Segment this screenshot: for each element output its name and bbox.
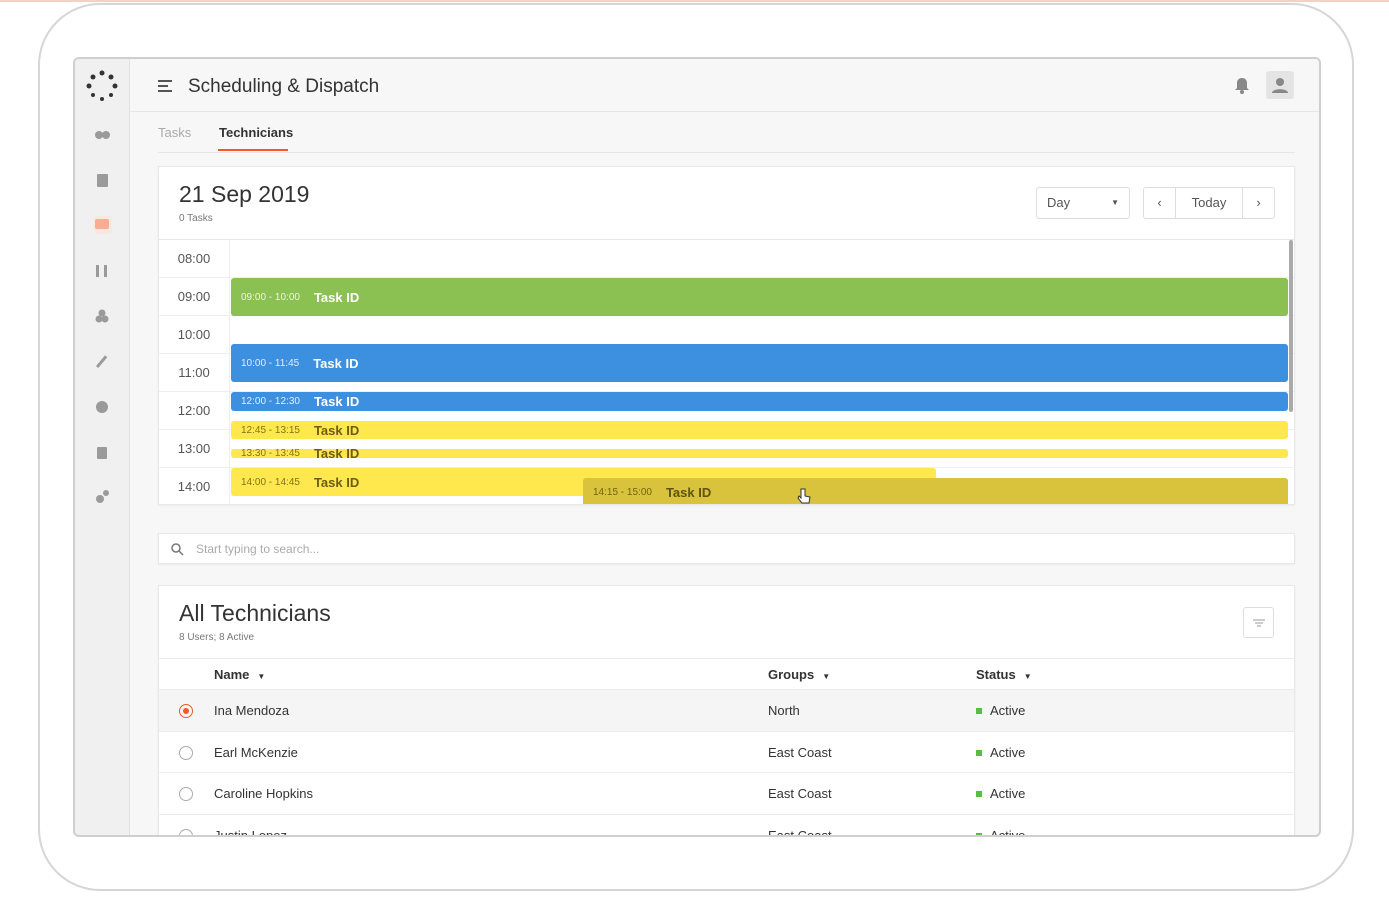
task-count: 0 Tasks: [179, 213, 213, 224]
tab-divider: [158, 152, 1295, 153]
search-icon: [171, 543, 184, 556]
view-select[interactable]: Day ▼: [1036, 187, 1130, 219]
table-row[interactable]: Earl McKenzie East Coast Active: [159, 730, 1294, 773]
tech-group: East Coast: [768, 744, 832, 760]
next-button[interactable]: ›: [1242, 188, 1274, 218]
bell-icon[interactable]: [1234, 77, 1250, 95]
task-event[interactable]: 13:30 - 13:45 Task ID: [231, 449, 1288, 458]
table-row[interactable]: Ina Mendoza North Active: [159, 689, 1294, 731]
event-time: 12:45 - 13:15: [241, 424, 300, 436]
hour-label: 12:00: [159, 392, 230, 430]
technicians-summary: 8 Users; 8 Active: [179, 632, 255, 643]
technicians-title: All Technicians: [179, 600, 331, 626]
event-time: 10:00 - 11:45: [241, 357, 300, 369]
event-label: Task ID: [313, 394, 360, 409]
top-line: [0, 0, 1389, 2]
tech-group: East Coast: [768, 786, 832, 801]
task-event[interactable]: 12:45 - 13:15 Task ID: [231, 421, 1288, 439]
calendar-date: 21 Sep 2019: [179, 181, 310, 207]
calendar-card: 21 Sep 2019 0 Tasks Day ▼ ‹ Today › 08:00…: [158, 166, 1295, 505]
status-dot: [976, 832, 982, 835]
sidebar-icons: [86, 70, 118, 503]
sort-caret: ▼: [822, 672, 831, 681]
hour-row: [230, 354, 1294, 392]
tech-name: Justin Lopez: [214, 827, 287, 837]
tech-group: North: [768, 703, 800, 718]
hour-row: [230, 240, 1294, 278]
hour-label: 10:00: [159, 316, 230, 354]
tech-group: East Coast: [768, 827, 832, 837]
column-name: Status: [976, 667, 1016, 682]
task-event[interactable]: 10:00 - 11:45 Task ID: [231, 344, 1288, 382]
event-label: Task ID: [313, 474, 360, 490]
task-event[interactable]: 14:15 - 15:00 Task ID: [583, 478, 1288, 504]
hour-label: 13:00: [159, 430, 230, 468]
tech-status: Active: [990, 744, 1026, 760]
radio[interactable]: [179, 787, 193, 801]
screen: Scheduling & Dispatch Tasks Technicians …: [73, 57, 1321, 837]
event-time: 14:15 - 15:00: [593, 486, 652, 498]
tech-status: Active: [990, 827, 1026, 837]
date-nav: ‹ Today ›: [1143, 187, 1275, 219]
prev-button[interactable]: ‹: [1144, 188, 1176, 218]
status-dot: [976, 791, 982, 797]
filter-button[interactable]: [1243, 607, 1274, 638]
tech-name: Caroline Hopkins: [214, 786, 313, 801]
menu-icon[interactable]: [158, 79, 174, 93]
table-row[interactable]: Justin Lopez East Coast Active: [159, 813, 1294, 837]
hour-row: [230, 430, 1294, 468]
technicians-card: All Technicians 8 Users; 8 Active Name ▼ G…: [158, 585, 1295, 837]
tab-active[interactable]: Technicians: [219, 125, 294, 140]
scrollbar: [1289, 240, 1293, 412]
event-time: 12:00 - 12:30: [241, 396, 300, 407]
radio[interactable]: [179, 745, 193, 760]
event-label: Task ID: [313, 422, 360, 438]
status-dot: [976, 708, 982, 714]
caret: ▼: [1111, 198, 1119, 207]
tab[interactable]: Tasks: [158, 125, 192, 140]
tab-underline: [218, 149, 288, 151]
top-bar: Scheduling & Dispatch: [130, 59, 1319, 112]
table-header: Name ▼ Groups ▼ Status ▼: [159, 658, 1294, 689]
tech-name: Earl McKenzie: [214, 744, 298, 760]
table-row[interactable]: Caroline Hopkins East Coast Active: [159, 772, 1294, 814]
task-event[interactable]: 12:00 - 12:30 Task ID: [231, 392, 1288, 411]
status-dot: [976, 749, 982, 756]
column-header[interactable]: Groups ▼: [768, 667, 830, 682]
search-placeholder: Start typing to search...: [196, 542, 320, 556]
column-name: Groups: [768, 667, 815, 682]
hour-label: 08:00: [159, 240, 230, 278]
event-time: 13:30 - 13:45: [241, 449, 300, 458]
sidebar: [75, 59, 130, 835]
hour-label: 14:00: [159, 468, 230, 504]
today-button[interactable]: Today: [1191, 195, 1227, 210]
event-label: Task ID: [313, 355, 359, 371]
cursor: [797, 488, 811, 504]
column-header[interactable]: Status ▼: [976, 667, 1032, 682]
avatar[interactable]: [1266, 71, 1294, 99]
radio[interactable]: [179, 704, 193, 718]
sort-caret: ▼: [1023, 672, 1032, 681]
column-name: Name: [214, 667, 250, 682]
search-box[interactable]: Start typing to search...: [158, 533, 1295, 564]
event-label: Task ID: [665, 484, 712, 500]
sort-caret: ▼: [257, 672, 266, 681]
tech-status: Active: [990, 786, 1026, 801]
event-label: Task ID: [313, 449, 360, 458]
page-title: Scheduling & Dispatch: [188, 76, 380, 97]
tech-status: Active: [990, 703, 1026, 718]
radio[interactable]: [179, 828, 193, 835]
view-label: Day: [1047, 195, 1071, 210]
hour-label: 11:00: [159, 354, 230, 392]
column-header[interactable]: Name ▼: [214, 667, 265, 682]
event-label: Task ID: [313, 289, 360, 305]
task-event[interactable]: 09:00 - 10:00 Task ID: [231, 278, 1288, 316]
event-time: 14:00 - 14:45: [241, 476, 300, 488]
event-time: 09:00 - 10:00: [241, 291, 300, 303]
hour-label: 09:00: [159, 278, 230, 316]
calendar-body: 08:00 09:00 10:00 11:00 12:00 13:00 14:00 09:00…: [159, 239, 1294, 504]
tech-name: Ina Mendoza: [214, 703, 290, 718]
